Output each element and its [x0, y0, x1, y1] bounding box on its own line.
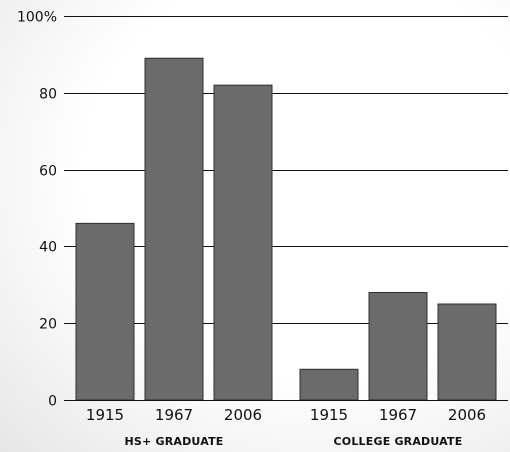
y-tick-label: 20	[39, 317, 57, 333]
x-category-label: 1967	[155, 406, 193, 424]
bar-college-graduate-2006	[437, 303, 497, 401]
bars	[64, 57, 508, 401]
bar-college-graduate-1967	[368, 291, 428, 401]
y-axis-tick-labels: 0 20 40 60 80 100%	[17, 10, 57, 410]
x-category-label: 1967	[379, 406, 417, 424]
y-tick-label: 80	[39, 87, 57, 103]
y-tick-label: 0	[48, 394, 57, 410]
x-category-label: 2006	[224, 406, 262, 424]
x-category-label: 1915	[310, 406, 348, 424]
x-group-label: COLLEGE GRADUATE	[334, 435, 463, 448]
bar-hs-graduate-1915	[75, 222, 135, 401]
x-axis-category-labels: 1915 1967 2006 1915 1967 2006	[86, 406, 486, 424]
x-category-label: 2006	[448, 406, 486, 424]
x-category-label: 1915	[86, 406, 124, 424]
y-tick-label: 40	[39, 240, 57, 256]
bar-college-graduate-1915	[299, 368, 359, 401]
x-axis-group-labels: HS+ GRADUATE COLLEGE GRADUATE	[125, 435, 463, 448]
y-tick-label: 60	[39, 164, 57, 180]
bar-hs-graduate-2006	[213, 84, 273, 401]
y-tick-label: 100%	[17, 10, 57, 26]
x-group-label: HS+ GRADUATE	[125, 435, 224, 448]
bar-hs-graduate-1967	[144, 57, 204, 401]
